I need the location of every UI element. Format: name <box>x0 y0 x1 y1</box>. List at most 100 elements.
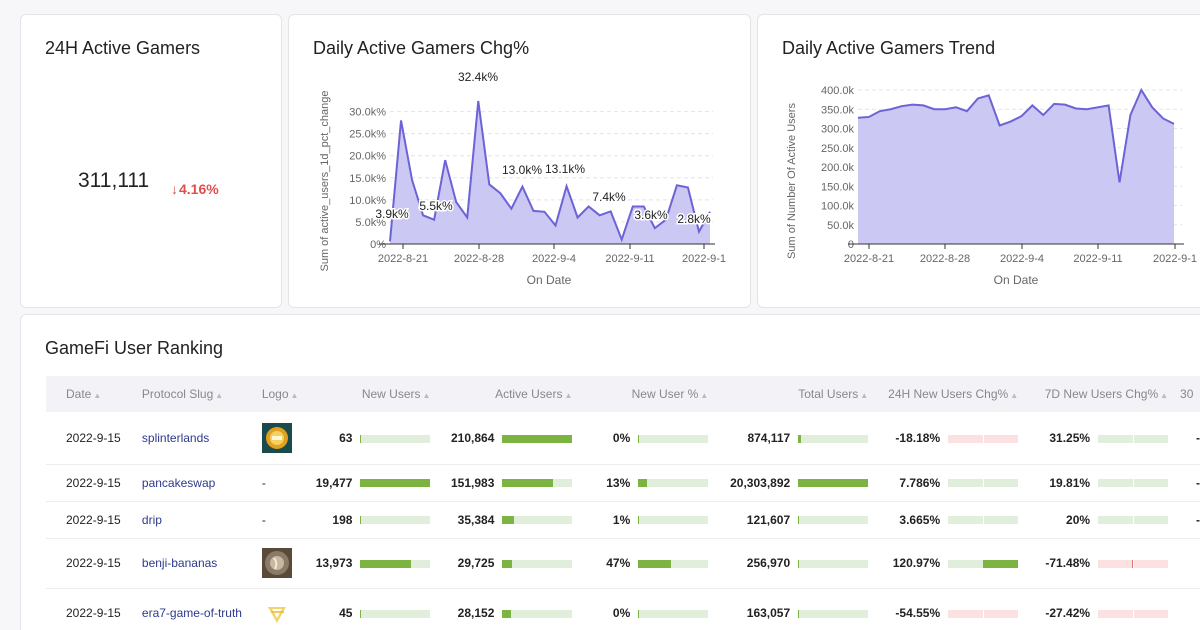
cell-new-users: 63 <box>315 412 439 465</box>
cell-total-users: 256,970 <box>716 538 877 589</box>
table-row[interactable]: 2022-9-15 drip -198 35,384 1% 121,607 3.665% 20… <box>46 501 1200 539</box>
kpi-value: 311,111 <box>78 169 150 192</box>
cell-7d-chg-bar <box>1098 516 1169 525</box>
data-label: 13.1k% <box>545 162 585 176</box>
cell-active-users: 210,864 <box>438 412 581 465</box>
cell-24h-chg: 7.786% <box>876 464 1027 502</box>
cell-7d-chg: -27.42% <box>1026 588 1177 630</box>
cell-new-users-value: 13,973 <box>315 556 353 570</box>
cell-active-users-bar-fill <box>502 479 553 488</box>
cell-new-user-pct-bar <box>638 434 709 443</box>
sort-icon[interactable]: ▲ <box>1160 391 1169 400</box>
era7-logo-icon <box>262 598 292 628</box>
cell-new-user-pct: 0% <box>580 588 717 630</box>
sort-icon[interactable]: ▲ <box>564 391 573 400</box>
trend-chart-title: Daily Active Gamers Trend <box>782 38 996 58</box>
col-new-users-header[interactable]: New Users ▲ <box>316 376 439 412</box>
cell-total-users-value: 874,117 <box>747 430 791 445</box>
col-24h-chg-header[interactable]: 24H New Users Chg% ▲ <box>876 376 1026 412</box>
col-new-user-pct-header[interactable]: New User % ▲ <box>580 376 716 412</box>
cell-7d-chg-value: 20% <box>1066 512 1091 527</box>
y-tick-label: 350.0k <box>821 104 855 116</box>
x-tick-label: 2022-8-21 <box>844 253 894 265</box>
col-total-users-header[interactable]: Total Users ▲ <box>716 376 876 412</box>
series-line <box>389 100 711 243</box>
sort-icon[interactable]: ▲ <box>700 391 709 400</box>
cell-active-users-value: 28,152 <box>457 606 495 620</box>
cell-logo: - <box>257 464 316 502</box>
cell-24h-chg-value: 7.786% <box>899 475 941 490</box>
sort-icon[interactable]: ▲ <box>215 391 224 400</box>
cell-new-users-bar <box>360 434 431 443</box>
cell-protocol-slug[interactable]: pancakeswap <box>137 464 258 502</box>
col-active-users-header[interactable]: Active Users ▲ <box>438 376 580 412</box>
table-row[interactable]: 2022-9-15 pancakeswap -19,477 151,983 13% 20,… <box>46 464 1200 502</box>
cell-new-users-bar <box>360 516 431 525</box>
cell-new-user-pct: 0% <box>580 412 717 465</box>
cell-active-users-bar <box>502 559 573 568</box>
y-tick-label: 200.0k <box>821 162 855 174</box>
data-label: 7.4k% <box>592 190 626 204</box>
cell-date: 2022-9-15 <box>46 588 138 630</box>
sort-icon[interactable]: ▲ <box>422 391 431 400</box>
header-label: New User % <box>631 387 699 401</box>
sort-icon[interactable]: ▲ <box>93 391 102 400</box>
y-axis-label: Sum of Number Of Active Users <box>786 103 798 259</box>
data-label: 13.0k% <box>502 163 542 177</box>
cell-7d-chg-bar-fill <box>1131 559 1134 568</box>
cell-7d-chg-bar <box>1098 479 1169 488</box>
col-30d-header[interactable]: 30 <box>1176 376 1200 412</box>
cell-protocol-slug[interactable]: splinterlands <box>137 412 258 465</box>
cell-logo <box>257 412 316 465</box>
cell-total-users-bar-fill <box>798 559 800 568</box>
cell-protocol-slug[interactable]: benji-bananas <box>137 538 258 589</box>
col-logo-header[interactable]: Logo ▲ <box>258 376 316 412</box>
cell-7d-chg-bar <box>1098 609 1169 618</box>
cell-new-users-bar-fill <box>360 434 362 443</box>
cell-new-user-pct-bar <box>638 479 709 488</box>
x-tick-label: 2022-9-1 <box>682 253 726 265</box>
trend-chart-card: Daily Active Gamers Trend 0 50.0k 100.0k 15… <box>757 14 1200 308</box>
cell-active-users-value: 35,384 <box>457 512 495 527</box>
y-tick-label: 50.0k <box>827 220 854 232</box>
cell-active-users-bar-fill <box>502 516 515 525</box>
sort-icon[interactable]: ▲ <box>1010 391 1019 400</box>
chg-chart[interactable]: 0% 5.0k% 10.0k% 15.0k% 20.0k% 25.0k% 30.0k% 202… <box>289 15 752 309</box>
col-7d-chg-header[interactable]: 7D New Users Chg% ▲ <box>1026 376 1176 412</box>
cell-active-users-bar <box>502 434 573 443</box>
table-header-row: Date ▲ Protocol Slug ▲ Logo ▲ New Users ▲ Active… <box>46 376 1200 412</box>
cell-new-users: 198 <box>315 501 439 539</box>
cell-total-users: 121,607 <box>716 501 877 539</box>
cell-new-users-bar-fill <box>360 609 362 618</box>
y-tick-label: 100.0k <box>821 201 855 213</box>
col-date-header[interactable]: Date ▲ <box>46 376 138 412</box>
header-label: New Users <box>361 387 421 401</box>
cell-protocol-slug[interactable]: era7-game-of-truth <box>137 588 258 630</box>
cell-24h-chg-bar <box>948 434 1019 443</box>
table-row[interactable]: 2022-9-15 splinterlands 63 210,864 0% 874,117… <box>46 412 1200 465</box>
cell-active-users: 29,725 <box>438 538 581 589</box>
y-tick-label: 15.0k% <box>349 173 386 185</box>
cell-24h-chg-value: -18.18% <box>895 430 941 445</box>
cell-protocol-slug[interactable]: drip <box>137 501 258 539</box>
col-slug-header[interactable]: Protocol Slug ▲ <box>138 376 258 412</box>
cell-24h-chg-value: 3.665% <box>899 512 941 527</box>
cell-logo <box>257 538 316 589</box>
sort-icon[interactable]: ▲ <box>290 391 299 400</box>
cell-active-users-value: 151,983 <box>450 475 495 490</box>
logo-placeholder: - <box>261 475 266 490</box>
cell-30d-chg: - <box>1176 501 1200 539</box>
table-row[interactable]: 2022-9-15 benji-bananas 13,973 29,725 47% 256… <box>46 538 1200 589</box>
cell-total-users-value: 256,970 <box>746 556 791 570</box>
cell-24h-chg-bar-fill <box>983 559 1019 568</box>
benji-bananas-logo-icon <box>261 548 292 578</box>
x-tick-label: 2022-9-4 <box>1000 253 1044 265</box>
header-label: Active Users <box>495 387 563 401</box>
cell-active-users: 28,152 <box>438 588 581 630</box>
cell-24h-chg: 120.97% <box>876 538 1027 589</box>
trend-chart[interactable]: 0 50.0k 100.0k 150.0k 200.0k 250.0k 300.0k 350.… <box>758 15 1200 309</box>
cell-active-users-value: 29,725 <box>457 556 495 570</box>
cell-total-users-bar <box>798 559 869 568</box>
sort-icon[interactable]: ▲ <box>860 391 869 400</box>
table-row[interactable]: 2022-9-15 era7-game-of-truth 45 28,152 0% 163… <box>46 588 1200 630</box>
